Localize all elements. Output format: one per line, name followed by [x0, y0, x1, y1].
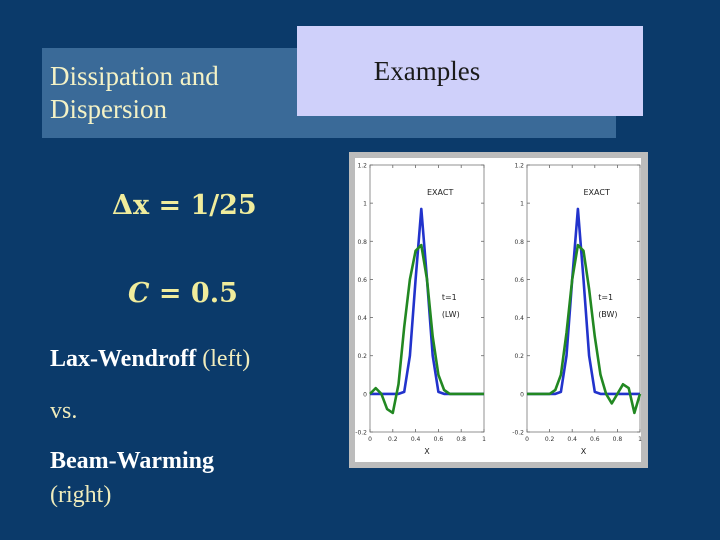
left-annotation-exact: EXACT	[427, 188, 453, 197]
formula-dx-value: = 1/25	[149, 190, 257, 221]
formula-c-value: = 0.5	[149, 278, 238, 309]
right-xtick-label: 0	[525, 436, 529, 443]
formula-dx: Δx = 1/25	[112, 190, 257, 221]
left-ytick-label: 0.6	[357, 277, 367, 284]
caption-lw-bold: Lax-Wendroff	[50, 346, 197, 372]
formula-dx-symbol: Δx	[112, 190, 150, 221]
right-xtick-label: 0.8	[613, 436, 623, 443]
left-xtick-label: 1	[482, 436, 486, 443]
left-xtick-label: 0.2	[388, 436, 398, 443]
caption-lax-wendroff: Lax-Wendroff (left)	[50, 344, 250, 374]
right-ytick-label: 1.2	[514, 163, 524, 170]
left-xtick-label: 0.8	[456, 436, 466, 443]
examples-box	[297, 26, 643, 116]
left-ytick-label: 0.4	[357, 315, 367, 322]
left-ytick-label: 1	[363, 201, 367, 208]
caption-vs: vs.	[50, 398, 78, 424]
right-plot-axes	[526, 164, 641, 433]
slide-title-line-2: Dispersion	[50, 94, 167, 124]
formula-c-symbol: C	[128, 278, 150, 309]
left-xtick-label: 0	[368, 436, 372, 443]
left-ytick-label: 0	[363, 391, 367, 398]
right-ytick-label: 1	[520, 201, 524, 208]
left-xaxis-label: X	[424, 447, 430, 456]
slide-title: Dissipation and Dispersion	[50, 60, 300, 126]
left-xtick-label: 0.4	[411, 436, 421, 443]
caption-lw-rest: (left)	[196, 346, 251, 372]
left-ytick-label: 0.8	[357, 239, 367, 246]
left-ytick-label: 0.2	[357, 353, 367, 360]
caption-bw-bold: Beam-Warming	[50, 448, 214, 474]
caption-beam-warming: Beam-Warming	[50, 446, 214, 476]
right-ytick-label: -0.2	[512, 430, 524, 437]
formula-courant: C = 0.5	[128, 278, 238, 309]
left-xtick-label: 0.6	[434, 436, 444, 443]
right-ytick-label: 0.8	[514, 239, 524, 246]
plot-background	[355, 158, 641, 462]
left-plot-axes	[369, 164, 485, 433]
right-ytick-label: 0.2	[514, 353, 524, 360]
right-ytick-label: 0.6	[514, 277, 524, 284]
right-xaxis-label: X	[581, 447, 587, 456]
right-ytick-label: 0.4	[514, 315, 524, 322]
right-xtick-label: 0.4	[567, 436, 577, 443]
left-exact-series-line	[370, 207, 484, 396]
right-annotation-time: t=1	[598, 293, 613, 302]
left-annotation-time: t=1	[442, 293, 457, 302]
right-annotation-method: (BW)	[598, 310, 617, 319]
right-xtick-label: 0.2	[545, 436, 555, 443]
left-ytick-label: -0.2	[355, 430, 367, 437]
left-ytick-label: 1.2	[357, 163, 367, 170]
right-annotation-exact: EXACT	[584, 188, 610, 197]
caption-bw-rest: (right)	[50, 482, 112, 508]
slide-title-line-1: Dissipation and	[50, 61, 219, 91]
right-exact-series-line	[527, 207, 640, 396]
right-ytick-label: 0	[520, 391, 524, 398]
right-xtick-label: 1	[638, 436, 642, 443]
right-xtick-label: 0.6	[590, 436, 600, 443]
examples-label: Examples	[373, 56, 481, 86]
left-numerical-series-line	[369, 243, 484, 415]
right-numerical-series-line	[527, 243, 642, 415]
left-annotation-method: (LW)	[442, 310, 460, 319]
